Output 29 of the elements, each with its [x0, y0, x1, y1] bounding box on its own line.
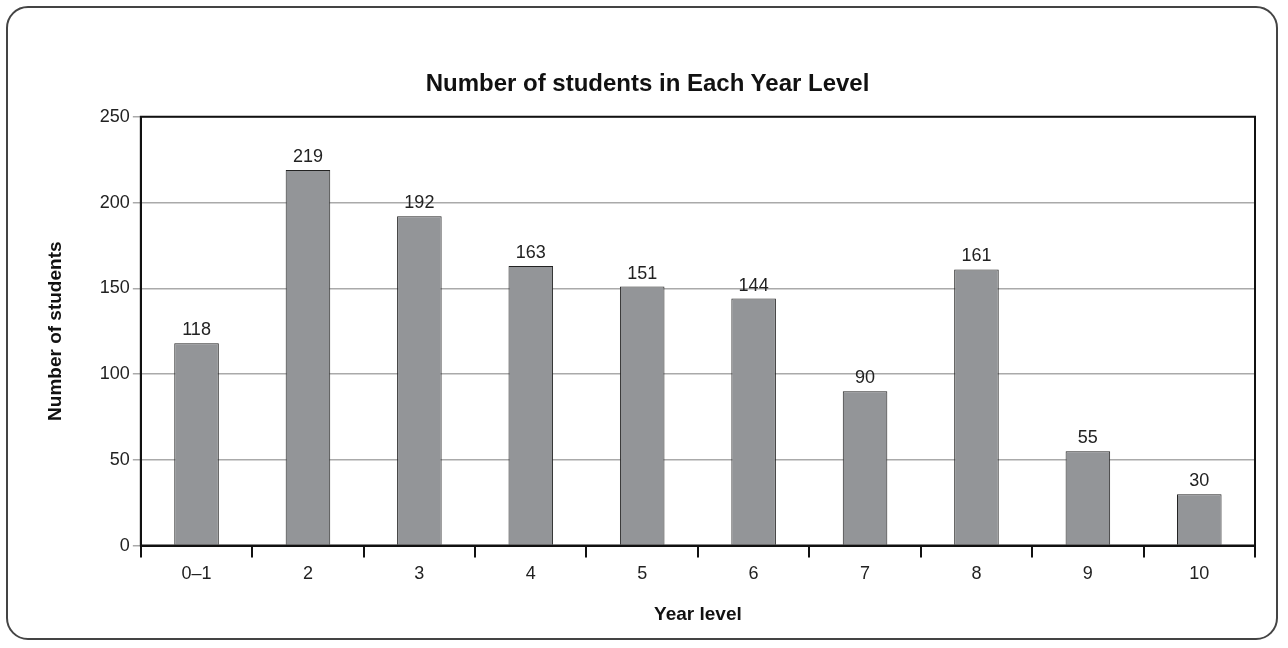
data-label: 161	[961, 245, 992, 266]
y-tick-label: 150	[99, 277, 130, 298]
x-tick-label: 8	[971, 563, 982, 584]
y-axis-title: Number of students	[43, 241, 65, 421]
x-axis-title: Year level	[654, 602, 742, 624]
x-tick-label: 2	[302, 563, 313, 584]
x-tick-label: 7	[860, 563, 871, 584]
data-label: 118	[182, 319, 211, 340]
y-tick-label: 0	[119, 534, 130, 555]
data-label: 219	[292, 145, 323, 166]
data-label: 55	[1077, 427, 1098, 448]
x-tick-label: 4	[525, 563, 536, 584]
data-label: 30	[1189, 470, 1210, 491]
data-label: 163	[515, 241, 546, 262]
x-tick-label: 6	[748, 563, 759, 584]
chart-title: Number of students in Each Year Level	[425, 69, 870, 97]
x-tick-label: 10	[1189, 563, 1210, 584]
x-tick-label: 3	[414, 563, 425, 584]
data-label: 144	[738, 274, 769, 295]
data-label: 151	[627, 262, 658, 283]
y-tick-label: 200	[99, 191, 130, 212]
data-label: 192	[404, 192, 435, 213]
x-tick-label: 5	[637, 563, 648, 584]
data-label: 90	[855, 367, 876, 388]
y-tick-label: 50	[109, 448, 130, 469]
x-tick-label: 0–1	[181, 563, 212, 584]
y-tick-label: 100	[99, 363, 130, 384]
y-tick-label: 250	[99, 105, 130, 126]
x-tick-label: 9	[1082, 563, 1093, 584]
